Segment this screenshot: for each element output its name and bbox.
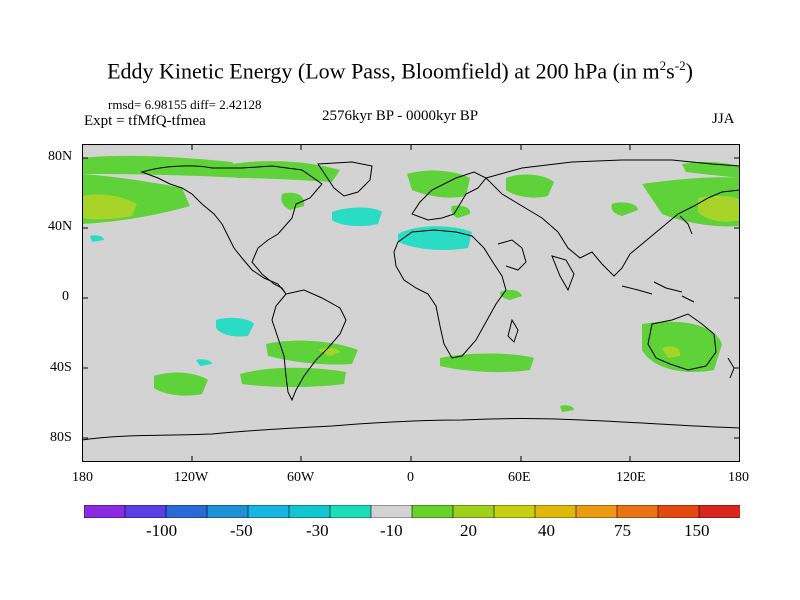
shade-yellow-south-am [318,347,340,356]
map-panel [82,144,740,462]
title-unit-exp1: 2 [659,58,667,73]
lon-label-60w: 60W [287,470,315,485]
colorbar-box [575,505,618,518]
shade-yellow-australia [662,346,681,358]
shade-green-south-atlantic [240,367,346,387]
shade-teal-pacific-40n [90,235,104,242]
lon-label-180e: 180 [728,470,749,485]
colorbar-label-7: 75 [614,521,631,540]
shade-green-siberia [682,161,740,178]
colorbar-box [124,505,167,518]
colorbar-box [657,505,700,518]
lon-label-180w: 180 [72,470,93,485]
lat-label-40n: 40N [48,219,73,234]
coast-madagascar [507,318,519,343]
shade-green-north-am [232,161,340,182]
shade-green-nw-atlantic [281,192,305,210]
shade-green-south-pacific [154,372,208,396]
shade-green-central-asia-small [611,202,638,216]
lon-label-60e: 60E [508,470,531,485]
colorbar-box [84,505,126,518]
colorbar-box [370,505,413,518]
chart-title: Eddy Kinetic Energy (Low Pass, Bloomfiel… [0,58,800,84]
shade-green-central-asia [506,174,554,198]
shade-green-australia [642,321,722,372]
coast-indonesia [621,281,695,303]
title-unit-exp2: -2 [674,58,686,73]
colorbar-box [165,505,208,518]
period-label: 2576kyr BP - 0000kyr BP [322,108,479,124]
lat-label-80s: 80S [50,430,72,445]
colorbar-box [452,505,495,518]
lat-label-0: 0 [62,289,69,304]
coastlines [82,159,740,441]
title-text: Eddy Kinetic Energy (Low Pass, Bloomfiel… [107,58,660,84]
colorbar-box [206,505,249,518]
experiment-label: Expt = tfMfQ-tfmea [84,113,206,129]
shade-green-south-africa [440,353,534,373]
shade-teal-north-atlantic [332,207,382,227]
colorbar-label-3: -30 [306,521,329,540]
colorbar-label-4: -10 [380,521,403,540]
coast-japan [679,215,693,235]
colorbar-label-5: 20 [460,521,477,540]
shade-green-nw-pacific [82,155,244,178]
colorbar-label-6: 40 [538,521,555,540]
coast-asia [485,159,740,277]
season-label: JJA [712,111,735,127]
shade-green-europe [407,170,470,198]
anomaly-shading [82,155,740,412]
shade-green-indian-ocean [500,289,522,300]
coast-europe [411,171,487,221]
shade-green-south-am [266,340,358,365]
shade-green-southern-ocean [560,405,574,412]
coast-australia [647,313,717,371]
title-close: ) [685,58,693,84]
colorbar-label-1: -100 [146,521,178,540]
shade-yellow-na-pacific [82,194,137,220]
shade-teal-south-pacific [216,317,254,337]
colorbar [84,505,740,518]
colorbar-box [616,505,659,518]
colorbar-label-2: -50 [230,521,253,540]
title-unit-mid: s [666,58,675,84]
map-background [82,144,740,462]
coast-antarctica [82,418,740,441]
shade-teal-sp-small [196,359,212,366]
colorbar-box [411,505,454,518]
coast-africa [393,229,507,359]
colorbar-box [288,505,331,518]
coast-south-america [271,289,347,402]
colorbar-box [534,505,577,518]
map-ticks [82,144,740,462]
lon-label-0: 0 [407,470,414,485]
colorbar-box [493,505,536,518]
colorbar-box [698,505,740,518]
lon-label-120e: 120E [616,470,646,485]
colorbar-box [247,505,290,518]
colorbar-box [329,505,372,518]
lat-label-40s: 40S [50,360,72,375]
shade-green-east-europe [451,205,471,218]
lat-label-80n: 80N [48,149,73,164]
coast-greenland [317,161,373,197]
lon-label-120w: 120W [174,470,209,485]
colorbar-label-8: 150 [684,521,710,540]
coast-arabia-india [497,239,575,292]
shade-yellow-east-asia [698,195,740,222]
coast-north-america [140,165,323,295]
stats-text: rmsd= 6.98155 diff= 2.42128 [108,97,262,112]
